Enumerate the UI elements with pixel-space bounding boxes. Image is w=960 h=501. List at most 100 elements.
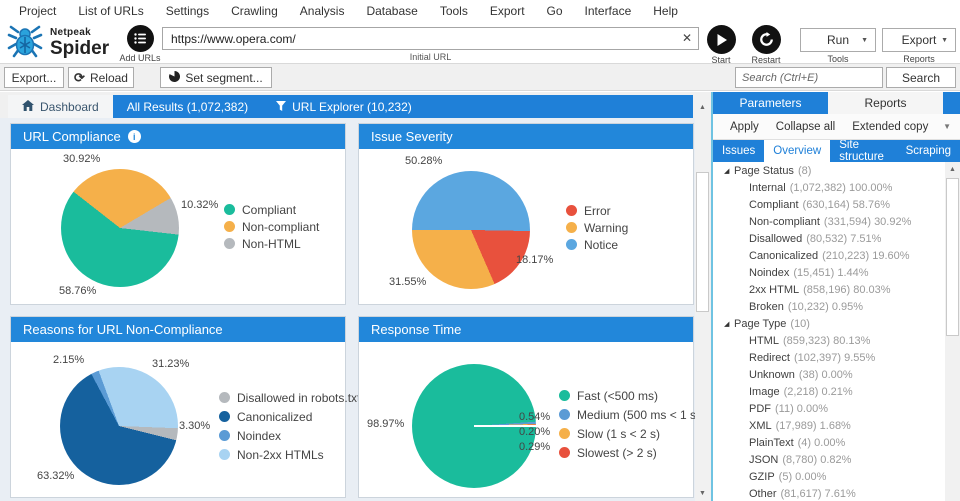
expand-triangle-icon[interactable]: ◢	[724, 167, 730, 175]
restart-icon[interactable]	[751, 25, 781, 54]
response-time-pie[interactable]	[412, 364, 536, 488]
subtab-overview[interactable]: Overview	[764, 140, 831, 162]
tree-meta: (17,989) 1.68%	[775, 419, 851, 432]
tree-row[interactable]: JSON (8,780) 0.82%	[713, 451, 945, 468]
menu-list-of-urls[interactable]: List of URLs	[78, 4, 144, 18]
play-icon[interactable]	[706, 25, 736, 54]
menu-help[interactable]: Help	[653, 4, 678, 18]
expand-triangle-icon[interactable]: ◢	[724, 320, 730, 328]
subtab-issues[interactable]: Issues	[713, 140, 764, 162]
tree-row[interactable]: PDF (11) 0.00%	[713, 400, 945, 417]
tab-url-explorer[interactable]: URL Explorer (10,232)	[262, 95, 426, 118]
main-toolbar: Netpeak Spider Add URLs ✕ Initial URL St…	[0, 22, 960, 65]
tree-row[interactable]: PlainText (4) 0.00%	[713, 434, 945, 451]
chevron-down-icon: ▼	[861, 36, 868, 44]
tree-meta: (859,323) 80.13%	[782, 334, 871, 347]
menu-go[interactable]: Go	[546, 4, 563, 18]
tab-all-results[interactable]: All Results (1,072,382)	[113, 95, 262, 118]
tree-row[interactable]: Noindex (15,451) 1.44%	[713, 264, 945, 281]
set-segment-button[interactable]: Set segment...	[160, 67, 272, 88]
initial-url-input[interactable]	[162, 27, 699, 50]
tree-row[interactable]: Other (81,617) 7.61%	[713, 485, 945, 501]
add-urls-list-icon[interactable]	[126, 25, 154, 52]
add-urls-button[interactable]: Add URLs	[118, 25, 162, 63]
apply-button[interactable]: Apply	[730, 120, 759, 133]
info-icon[interactable]: i	[127, 130, 141, 143]
main-scrollbar-thumb[interactable]	[696, 172, 709, 312]
menu-settings[interactable]: Settings	[165, 4, 210, 18]
tree-row[interactable]: HTML (859,323) 80.13%	[713, 332, 945, 349]
subtab-scraping[interactable]: Scraping	[897, 140, 960, 162]
tree-meta: (858,196) 80.03%	[803, 283, 891, 296]
main-scrollbar[interactable]: ▲ ▼	[695, 100, 710, 501]
tree-meta: (4) 0.00%	[797, 436, 846, 449]
tree-row[interactable]: XML (17,989) 1.68%	[713, 417, 945, 434]
tree-label: Noindex	[749, 266, 790, 279]
search-input[interactable]	[735, 67, 883, 88]
subtab-site-structure[interactable]: Site structure	[830, 139, 896, 163]
brand-name-bottom: Spider	[50, 37, 110, 59]
legend-dot	[566, 205, 577, 216]
tree-group-row[interactable]: ◢ Page Type (10)	[713, 315, 945, 332]
right-panel-scrollbar[interactable]: ▲	[945, 162, 960, 501]
tab-parameters[interactable]: Parameters	[713, 92, 828, 114]
run-dropdown-button[interactable]: Run ▼	[800, 28, 876, 52]
reload-button[interactable]: ⟳ Reload	[68, 67, 134, 88]
url-compliance-pie[interactable]	[61, 169, 179, 287]
menu-crawling[interactable]: Crawling	[231, 4, 278, 18]
tree-row[interactable]: Compliant (630,164) 58.76%	[713, 196, 945, 213]
menu-database[interactable]: Database	[366, 4, 418, 18]
restart-button[interactable]: Restart	[744, 25, 788, 65]
menu-tools[interactable]: Tools	[439, 4, 468, 18]
tree-meta: (10,232) 0.95%	[787, 300, 864, 313]
tree-row[interactable]: Unknown (38) 0.00%	[713, 366, 945, 383]
legend-label: Non-compliant	[242, 219, 320, 234]
extended-copy-button[interactable]: Extended copy	[852, 120, 929, 133]
tree-meta: (331,594) 30.92%	[823, 215, 912, 228]
collapse-all-button[interactable]: Collapse all	[775, 120, 836, 133]
slice-separator	[474, 425, 536, 427]
issue-severity-card: Issue Severity 50.28% 18.17% 31.55% Erro…	[358, 123, 694, 305]
menu-interface[interactable]: Interface	[584, 4, 632, 18]
tree-row[interactable]: 2xx HTML (858,196) 80.03%	[713, 281, 945, 298]
search-button[interactable]: Search	[886, 67, 956, 88]
issue-severity-pie[interactable]	[412, 171, 530, 289]
tree-meta: (11) 0.00%	[775, 402, 828, 415]
scroll-down-icon[interactable]: ▼	[695, 486, 710, 501]
start-button[interactable]: Start	[699, 25, 743, 65]
tab-all-results-label: All Results (1,072,382)	[126, 99, 249, 114]
tab-reports[interactable]: Reports	[828, 92, 943, 114]
legend-item: Notice	[566, 236, 628, 253]
tree-row[interactable]: Image (2,218) 0.21%	[713, 383, 945, 400]
clear-url-icon[interactable]: ✕	[681, 31, 692, 45]
reload-label: Reload	[89, 70, 128, 85]
scroll-up-icon[interactable]: ▲	[695, 100, 710, 115]
tree-row[interactable]: Disallowed (80,532) 7.51%	[713, 230, 945, 247]
pie-label: 50.28%	[405, 155, 443, 167]
tree-label: XML	[749, 419, 772, 432]
pie-label: 0.20%	[519, 426, 551, 438]
tree-row[interactable]: GZIP (5) 0.00%	[713, 468, 945, 485]
tab-url-explorer-label: URL Explorer (10,232)	[292, 99, 412, 114]
spider-logo-icon	[6, 22, 44, 63]
tree-row[interactable]: Internal (1,072,382) 100.00%	[713, 179, 945, 196]
export-toolbar-button[interactable]: Export...	[4, 67, 64, 88]
tree-row[interactable]: Canonicalized (210,223) 19.60%	[713, 247, 945, 264]
tree-row[interactable]: Non-compliant (331,594) 30.92%	[713, 213, 945, 230]
menu-export[interactable]: Export	[489, 4, 525, 18]
menu-analysis[interactable]: Analysis	[299, 4, 345, 18]
legend-item: Slowest (> 2 s)	[559, 443, 700, 462]
chevron-down-icon[interactable]: ▼	[943, 122, 951, 131]
tree-row[interactable]: Broken (10,232) 0.95%	[713, 298, 945, 315]
menu-project[interactable]: Project	[19, 4, 57, 18]
response-time-title: Response Time	[371, 322, 462, 337]
scroll-up-icon[interactable]: ▲	[945, 162, 960, 177]
legend-label: Slowest (> 2 s)	[577, 445, 657, 460]
legend-label: Fast (<500 ms)	[577, 388, 659, 403]
export-dropdown-button[interactable]: Export ▼	[882, 28, 956, 52]
tree-row[interactable]: Redirect (102,397) 9.55%	[713, 349, 945, 366]
tab-dashboard[interactable]: Dashboard	[8, 95, 113, 118]
non-compliance-reasons-pie[interactable]	[60, 367, 178, 485]
tree-group-row[interactable]: ◢ Page Status (8)	[713, 162, 945, 179]
right-scrollbar-thumb[interactable]	[946, 178, 959, 336]
